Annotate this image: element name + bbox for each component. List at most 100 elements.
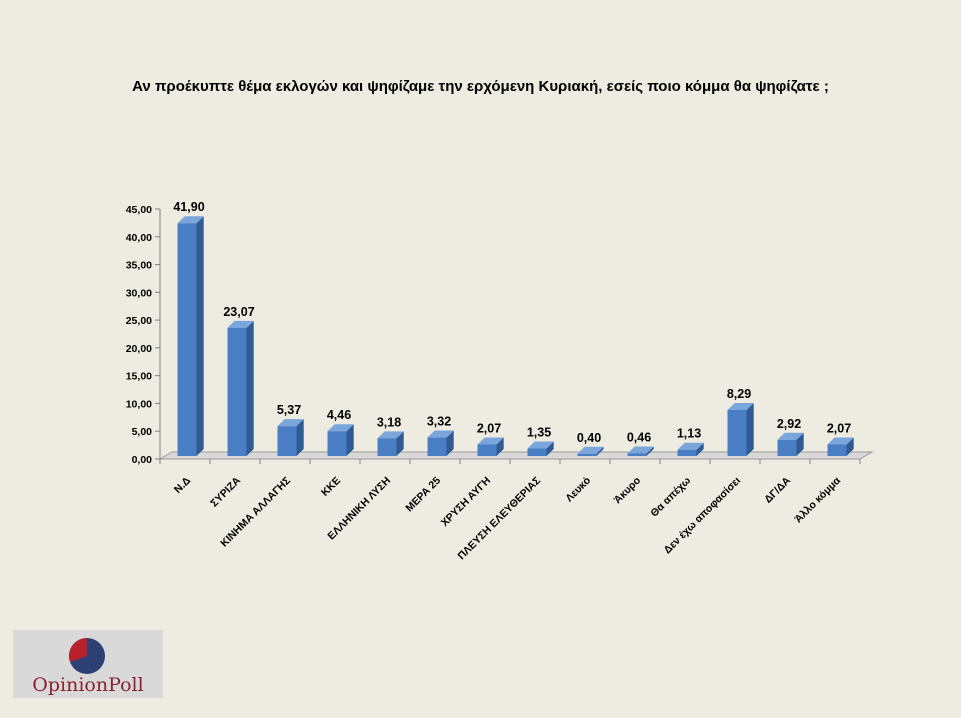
bar-side: [346, 424, 354, 456]
bar: [727, 402, 754, 456]
x-axis-label: Λευκό: [563, 475, 593, 505]
bar: [277, 419, 304, 456]
bar-top: [727, 402, 754, 410]
data-label: 2,07: [477, 422, 501, 436]
bar-top: [227, 320, 254, 328]
bar-front: [527, 448, 547, 456]
bar-front: [827, 444, 847, 456]
y-tick-label: 30,00: [126, 287, 152, 299]
bar: [827, 437, 854, 456]
bar-side: [446, 430, 454, 456]
bar-top: [577, 446, 604, 454]
x-axis-label: Ν.Δ: [172, 474, 194, 496]
bar-side: [246, 320, 254, 456]
bar-top: [477, 437, 504, 445]
y-tick-label: 20,00: [126, 343, 152, 355]
bar-top: [377, 431, 404, 439]
chart-floor: [158, 451, 874, 460]
bar-top: [277, 419, 304, 427]
bar-side: [596, 446, 604, 456]
y-tick-label: 40,00: [126, 232, 152, 244]
data-label: 2,92: [777, 417, 801, 431]
bar-front: [277, 426, 297, 456]
y-tick-label: 35,00: [126, 260, 152, 272]
x-axis-label: Άκυρο: [612, 475, 643, 506]
data-label: 2,07: [827, 422, 851, 436]
data-labels: 41,90 23,07 5,37 4,46 3,18 3,32 2,07 1,35 0,40 0,…: [173, 200, 851, 445]
y-tick-label: 10,00: [126, 398, 152, 410]
bar-front: [227, 327, 247, 456]
opinionpoll-logo: OpinionPoll: [13, 630, 163, 698]
bar-top: [677, 442, 704, 450]
bar-top: [627, 446, 654, 454]
bar-top: [777, 432, 804, 440]
chart-bars: [177, 216, 854, 456]
x-axis-label: Θα απέχω: [648, 475, 693, 520]
bar-side: [196, 216, 204, 456]
bar: [777, 432, 804, 456]
data-label: 23,07: [223, 305, 254, 319]
bar: [227, 320, 254, 456]
bar-front: [627, 453, 647, 456]
bar-front: [327, 431, 347, 456]
data-label: 0,46: [627, 430, 651, 444]
bar: [677, 442, 704, 456]
y-tick-label: 0,00: [132, 454, 153, 466]
x-axis-label: ΧΡΥΣΗ ΑΥΓΗ: [439, 475, 493, 529]
bar-front: [727, 409, 747, 456]
data-label: 3,18: [377, 415, 401, 429]
bar-side: [846, 437, 854, 456]
x-axis-label: ΠΛΕΥΣΗ ΕΛΕΥΘΕΡΙΑΣ: [455, 475, 543, 563]
bar-side: [796, 432, 804, 456]
chart-title: Αν προέκυπτε θέμα εκλογών και ψηφίζαμε τ…: [132, 78, 829, 95]
data-label: 4,46: [327, 408, 351, 422]
x-axis-label: ΣΥΡΙΖΑ: [208, 474, 243, 509]
data-label: 1,13: [677, 427, 701, 441]
x-axis-label: Άλλο κόμμα: [792, 474, 843, 525]
bar-front: [777, 439, 797, 456]
y-tick-label: 15,00: [126, 371, 152, 383]
chart-axes: [158, 209, 874, 464]
bar-top: [527, 441, 554, 449]
bar-side: [396, 431, 404, 456]
data-label: 8,29: [727, 387, 751, 401]
bar: [377, 431, 404, 456]
x-axis-label: ΚΚΕ: [319, 475, 343, 499]
x-axis-label: ΔΓ/ΔΑ: [762, 474, 793, 505]
bar: [427, 430, 454, 456]
logo-text: OpinionPoll: [32, 674, 144, 696]
data-label: 0,40: [577, 431, 601, 445]
data-label: 1,35: [527, 426, 551, 440]
bar-side: [496, 437, 504, 456]
bar-front: [577, 453, 597, 456]
bar: [477, 437, 504, 456]
y-tick-label: 45,00: [126, 204, 152, 216]
bar-top: [427, 430, 454, 438]
y-axis-ticks: 0,00 5,00 10,00 15,00 20,00 25,00 30,00 35,00 40…: [126, 204, 160, 466]
bar-front: [677, 449, 697, 456]
logo-circle-icon: [68, 638, 105, 674]
bar-front: [477, 444, 497, 456]
bar-front: [377, 438, 397, 456]
bar: [527, 441, 554, 456]
bar-side: [546, 441, 554, 456]
bar-front: [427, 437, 447, 456]
data-label: 41,90: [173, 200, 204, 214]
bar: [577, 446, 604, 456]
bar-side: [746, 402, 754, 456]
y-tick-label: 25,00: [126, 315, 152, 327]
bar-side: [296, 419, 304, 456]
bar-side: [646, 446, 654, 456]
bar: [177, 216, 204, 456]
bar-front: [177, 223, 197, 456]
bar-top: [827, 437, 854, 445]
bar-top: [327, 424, 354, 432]
bar: [627, 446, 654, 456]
y-tick-label: 5,00: [132, 426, 153, 438]
data-label: 3,32: [427, 415, 451, 429]
bar-side: [696, 442, 704, 456]
bar-top: [177, 216, 204, 224]
data-label: 5,37: [277, 403, 301, 417]
